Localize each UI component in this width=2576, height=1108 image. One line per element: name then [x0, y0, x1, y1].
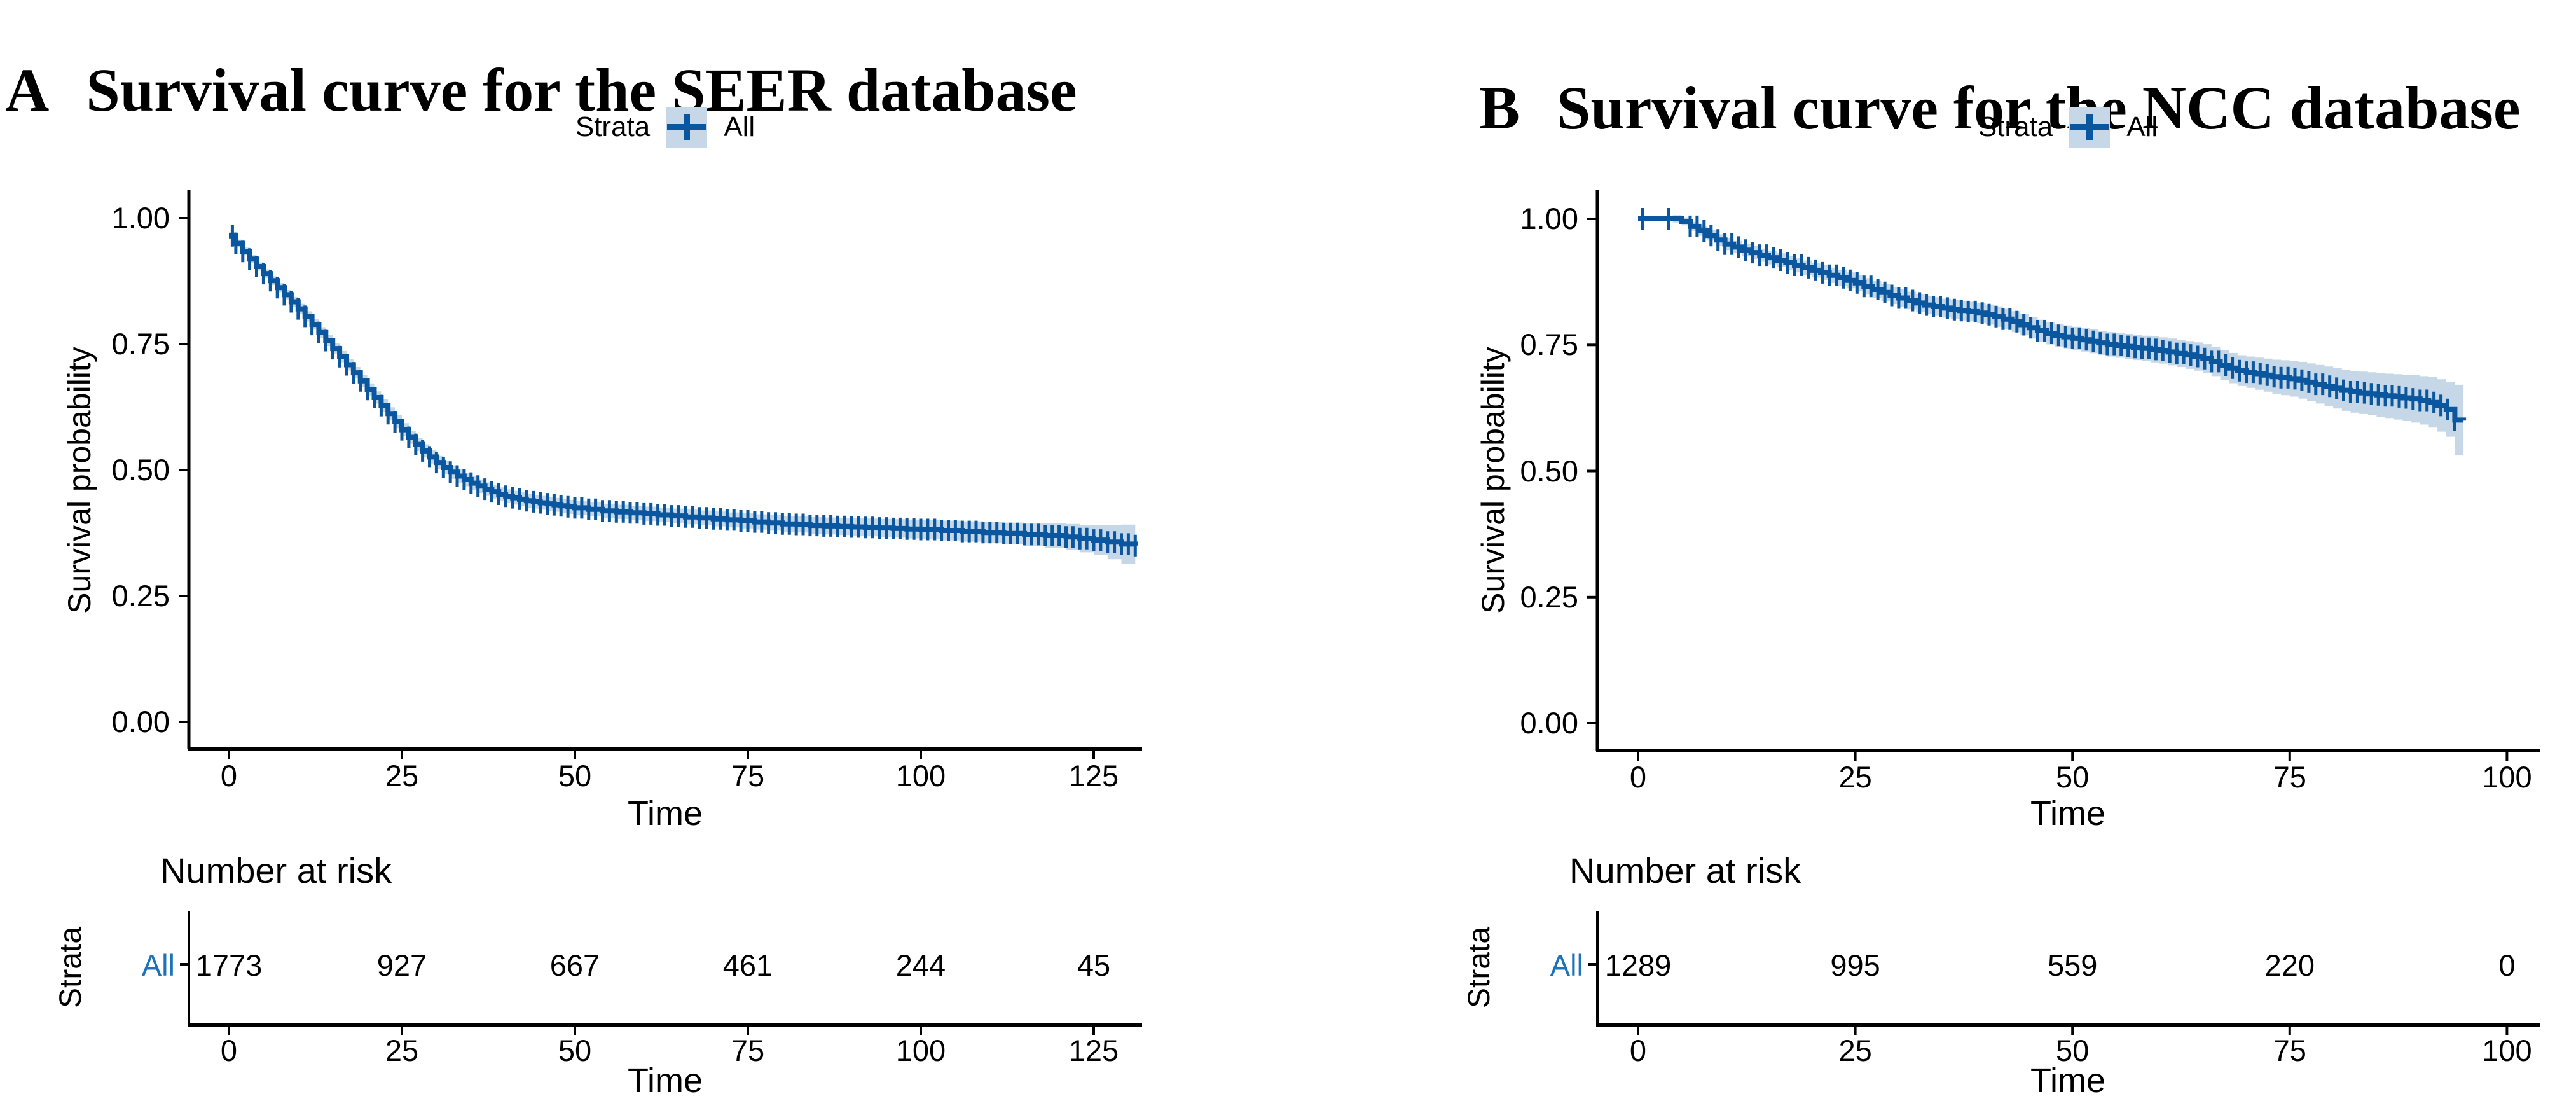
panel-b-title: B Survival curve for the NCC database	[1479, 73, 2521, 143]
x-tick-label-a: 100	[895, 759, 946, 793]
y-tick-label-a: 0.00	[111, 705, 170, 738]
risk-x-tick-label-a: 50	[558, 1034, 592, 1067]
risk-table-title-b: Number at risk	[1569, 850, 1801, 890]
panel-a-title-text: Survival curve for the SEER database	[86, 55, 1077, 124]
risk-count-a: 927	[376, 948, 427, 982]
risk-x-tick-label-a: 100	[895, 1034, 946, 1067]
y-tick-label-b: 0.50	[1520, 454, 1578, 488]
y-tick-label-b: 0.25	[1520, 579, 1578, 614]
risk-x-tick-label-a: 75	[731, 1034, 765, 1067]
legend-a-key-icon	[666, 107, 708, 148]
x-tick-label-a: 125	[1068, 759, 1119, 793]
x-tick-label-b: 75	[2273, 760, 2306, 794]
legend-a: Strata All	[443, 106, 888, 149]
censor-marks-a	[230, 225, 1137, 557]
risk-x-axis-label-b: Time	[2030, 1062, 2105, 1100]
risk-count-a: 667	[549, 948, 600, 982]
x-tick-label-a: 0	[220, 759, 238, 793]
risk-count-b: 0	[2498, 948, 2516, 982]
risk-x-tick-label-b: 0	[1629, 1034, 1647, 1067]
risk-x-tick-label-b: 50	[2056, 1034, 2090, 1067]
risk-count-a: 461	[722, 948, 773, 982]
x-tick-label-a: 75	[731, 759, 765, 793]
risk-x-tick-label-a: 25	[385, 1034, 419, 1067]
risk-x-tick-label-b: 100	[2482, 1034, 2532, 1067]
risk-count-b: 1289	[1604, 948, 1672, 982]
risk-count-a: 244	[895, 948, 946, 982]
x-axis-label-b: Time	[2030, 794, 2105, 833]
y-tick-label-b: 1.00	[1520, 202, 1578, 235]
risk-x-tick-label-b: 75	[2273, 1034, 2306, 1067]
x-axis-label-a: Time	[628, 794, 703, 833]
risk-x-axis-label-a: Time	[628, 1062, 703, 1100]
risk-count-a: 45	[1077, 948, 1111, 982]
y-tick-label-b: 0.75	[1520, 328, 1578, 362]
risk-count-a: 1773	[195, 948, 263, 982]
survival-curve-a	[229, 233, 1138, 547]
x-tick-label-b: 25	[1838, 760, 1872, 794]
legend-a-item-all: All	[724, 111, 755, 142]
legend-b-title: Strata	[1978, 111, 2053, 142]
risk-x-tick-label-a: 125	[1068, 1034, 1119, 1067]
legend-b: Strata All	[1845, 106, 2290, 149]
plus-icon	[684, 114, 691, 140]
panel-a-label: A	[5, 55, 50, 124]
censor-marks-b	[1641, 208, 2456, 431]
y-tick-label-a: 0.25	[111, 579, 170, 613]
x-tick-label-b: 0	[1629, 760, 1647, 794]
plus-icon	[2086, 114, 2093, 140]
risk-count-b: 559	[2047, 948, 2098, 982]
legend-a-title: Strata	[575, 111, 651, 142]
risk-row-label-a: All	[141, 948, 175, 982]
y-tick-label-a: 1.00	[111, 201, 170, 235]
x-tick-label-a: 25	[385, 759, 419, 793]
legend-b-key-icon	[2069, 107, 2111, 148]
panel-b-title-text: Survival curve for the NCC database	[1557, 73, 2521, 142]
panel-b-label: B	[1479, 73, 1520, 142]
risk-x-tick-label-b: 25	[1838, 1034, 1872, 1067]
panel-a-title: A Survival curve for the SEER database	[5, 55, 1077, 125]
risk-row-label-b: All	[1550, 948, 1583, 982]
x-tick-label-a: 50	[558, 759, 592, 793]
legend-b-item-all: All	[2126, 111, 2158, 142]
risk-x-tick-label-a: 0	[220, 1034, 238, 1067]
risk-count-b: 995	[1830, 948, 1880, 982]
x-tick-label-b: 100	[2482, 760, 2532, 794]
y-tick-label-a: 0.75	[111, 327, 170, 361]
survival-curve-b	[1638, 216, 2467, 423]
risk-table-title-a: Number at risk	[160, 850, 392, 890]
y-tick-label-a: 0.50	[111, 453, 170, 487]
y-tick-label-b: 0.00	[1520, 706, 1578, 740]
risk-count-b: 220	[2264, 948, 2315, 982]
x-tick-label-b: 50	[2056, 760, 2090, 794]
